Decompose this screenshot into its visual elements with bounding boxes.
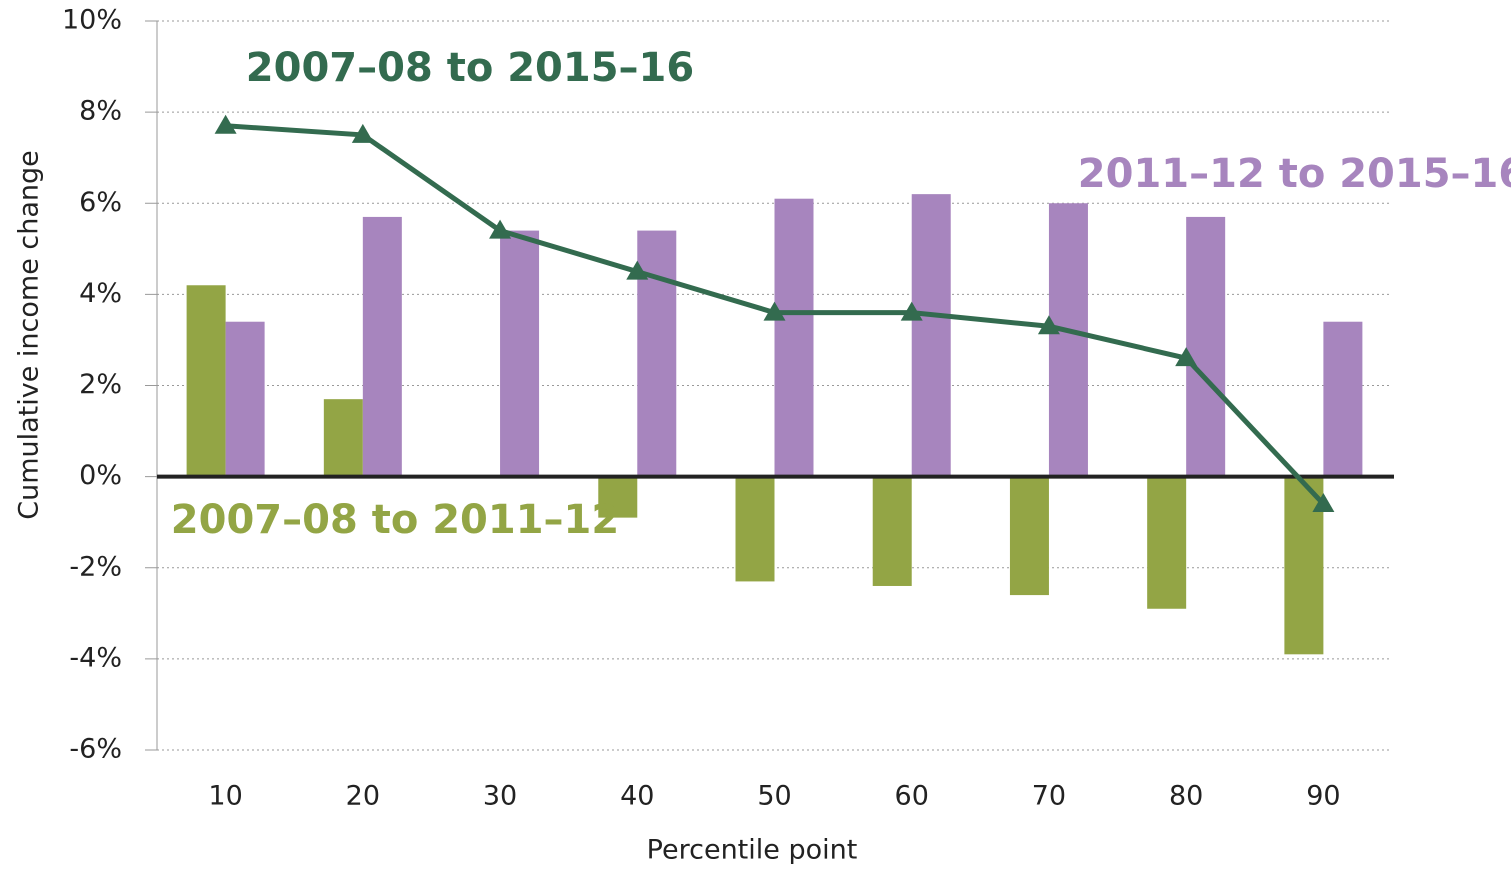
bar	[637, 230, 677, 477]
x-tick-label: 10	[208, 781, 242, 812]
bar	[362, 216, 402, 477]
y-tick-label: -6%	[69, 734, 122, 765]
bar	[598, 476, 638, 518]
series-label: 2007–08 to 2011–12	[171, 497, 619, 543]
x-tick-label: 30	[483, 781, 517, 812]
bar	[911, 194, 951, 477]
x-tick-label: 40	[620, 781, 654, 812]
x-tick-label: 60	[895, 781, 929, 812]
x-tick-label: 80	[1169, 781, 1203, 812]
y-tick-label: 4%	[79, 278, 122, 309]
bar	[1186, 216, 1226, 477]
marker	[763, 301, 786, 321]
x-tick-label: 50	[757, 781, 791, 812]
bar	[1009, 476, 1049, 596]
bar	[1323, 321, 1363, 477]
bar	[1147, 476, 1187, 609]
marker	[900, 301, 923, 321]
y-tick-label: 6%	[79, 187, 122, 218]
y-tick-label: -2%	[69, 551, 122, 582]
y-tick-label: 0%	[79, 460, 122, 491]
marker	[489, 219, 512, 239]
bar	[500, 230, 540, 477]
series-label: 2011–12 to 2015–16	[1078, 151, 1511, 197]
y-axis-label: Cumulative income change	[14, 150, 45, 520]
y-tick-label: 2%	[79, 369, 122, 400]
bar	[872, 476, 912, 586]
marker	[1175, 347, 1198, 367]
bar	[774, 198, 814, 477]
x-tick-label: 70	[1032, 781, 1066, 812]
series-label: 2007–08 to 2015–16	[246, 45, 694, 91]
x-axis-label: Percentile point	[647, 835, 858, 866]
x-tick-label: 20	[346, 781, 380, 812]
marker	[1312, 492, 1335, 512]
y-tick-label: 8%	[79, 96, 122, 127]
bar	[735, 476, 775, 582]
marker	[626, 260, 649, 280]
x-tick-label: 90	[1306, 781, 1340, 812]
marker	[1037, 315, 1060, 335]
bar	[225, 321, 265, 477]
bar	[323, 399, 363, 477]
marker	[351, 123, 374, 143]
y-tick-label: -4%	[69, 642, 122, 673]
bar	[1048, 203, 1088, 477]
bar	[186, 285, 226, 477]
y-tick-label: 10%	[62, 5, 122, 36]
marker	[214, 114, 237, 134]
